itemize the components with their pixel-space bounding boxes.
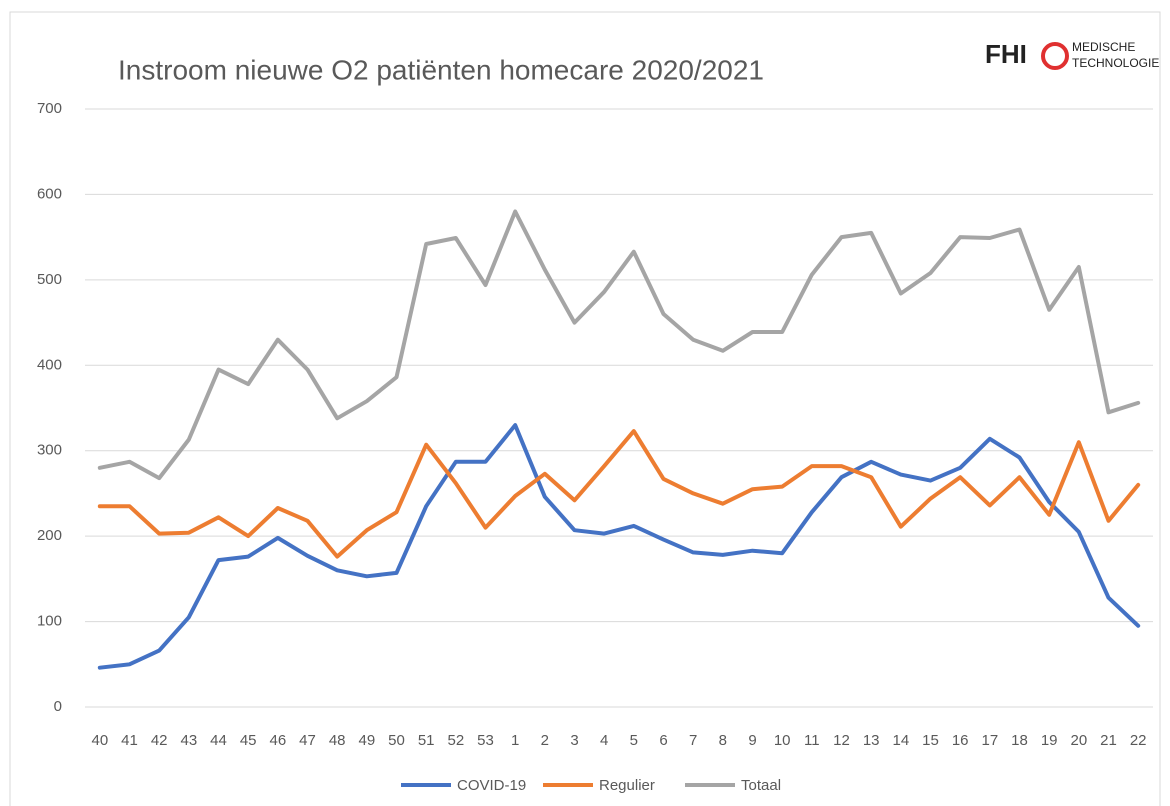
y-tick-label: 300 (37, 442, 62, 459)
x-tick-label: 46 (269, 732, 286, 749)
legend-label: Totaal (741, 777, 781, 794)
x-tick-label: 41 (121, 732, 138, 749)
logo-line: TECHNOLOGIE (1072, 56, 1159, 70)
x-tick-label: 43 (180, 732, 197, 749)
x-tick-label: 3 (570, 732, 578, 749)
x-tick-label: 51 (418, 732, 435, 749)
x-tick-label: 8 (719, 732, 727, 749)
logo-icon (1041, 42, 1069, 70)
x-tick-label: 42 (151, 732, 168, 749)
x-tick-label: 21 (1100, 732, 1117, 749)
y-tick-label: 200 (37, 527, 62, 544)
legend-label: COVID-19 (457, 777, 526, 794)
x-tick-label: 47 (299, 732, 316, 749)
x-tick-label: 15 (922, 732, 939, 749)
y-tick-label: 700 (37, 100, 62, 117)
y-tick-label: 500 (37, 271, 62, 288)
logo-name: FHI (985, 39, 1027, 69)
x-tick-label: 16 (952, 732, 969, 749)
x-tick-label: 13 (863, 732, 880, 749)
logo: FHI MEDISCHE TECHNOLOGIE (985, 39, 1159, 70)
x-tick-label: 22 (1130, 732, 1147, 749)
chart-frame (9, 11, 1161, 806)
x-tick-label: 45 (240, 732, 257, 749)
x-tick-label: 53 (477, 732, 494, 749)
x-tick-label: 50 (388, 732, 405, 749)
x-tick-label: 52 (447, 732, 464, 749)
x-tick-label: 19 (1041, 732, 1058, 749)
x-tick-label: 5 (630, 732, 638, 749)
y-tick-label: 400 (37, 356, 62, 373)
x-tick-label: 6 (659, 732, 667, 749)
x-tick-label: 44 (210, 732, 227, 749)
series-line (97, 423, 1141, 670)
x-tick-label: 18 (1011, 732, 1028, 749)
y-tick-label: 100 (37, 613, 62, 630)
x-tick-label: 9 (748, 732, 756, 749)
x-tick-label: 2 (541, 732, 549, 749)
x-tick-label: 48 (329, 732, 346, 749)
chart-title: Instroom nieuwe O2 patiënten homecare 20… (118, 54, 764, 85)
series-line (97, 429, 1141, 559)
x-tick-label: 17 (981, 732, 998, 749)
x-tick-label: 10 (774, 732, 791, 749)
x-tick-label: 40 (91, 732, 108, 749)
x-tick-label: 1 (511, 732, 519, 749)
x-tick-label: 20 (1070, 732, 1087, 749)
x-tick-label: 12 (833, 732, 850, 749)
x-tick-label: 14 (892, 732, 909, 749)
x-tick-label: 7 (689, 732, 697, 749)
x-tick-label: 4 (600, 732, 608, 749)
logo-line: MEDISCHE (1072, 40, 1135, 54)
y-tick-label: 600 (37, 185, 62, 202)
x-tick-label: 11 (804, 732, 820, 749)
x-tick-label: 49 (358, 732, 375, 749)
series-line (97, 209, 1141, 481)
legend-label: Regulier (599, 777, 655, 794)
y-tick-label: 0 (54, 698, 62, 715)
